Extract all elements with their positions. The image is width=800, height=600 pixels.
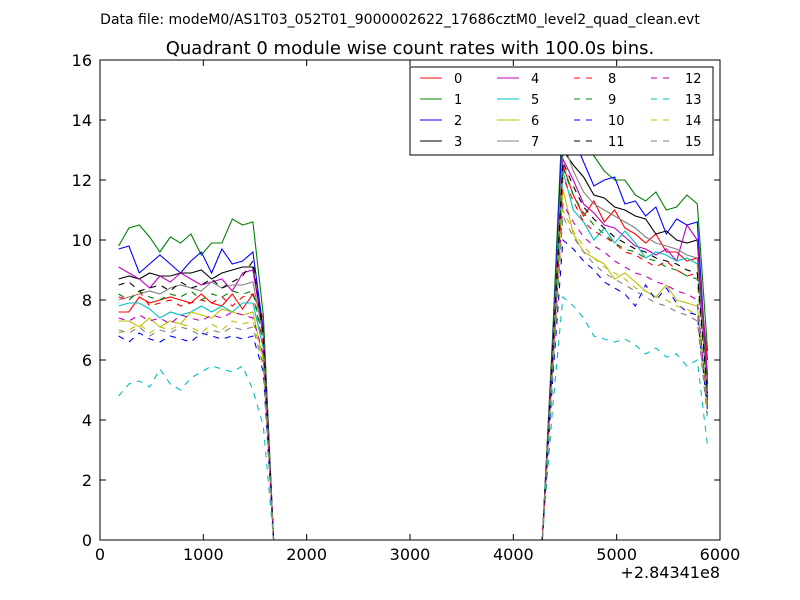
legend-label-15: 15 bbox=[685, 135, 702, 150]
legend-label-8: 8 bbox=[608, 72, 616, 87]
legend-label-5: 5 bbox=[531, 93, 539, 108]
series-line-14 bbox=[118, 207, 709, 541]
y-tick-label: 14 bbox=[72, 111, 92, 130]
legend-label-7: 7 bbox=[531, 135, 539, 150]
y-tick-label: 0 bbox=[82, 531, 92, 550]
chart-suptitle: Data file: modeM0/AS1T03_052T01_90000026… bbox=[100, 12, 700, 28]
legend-label-11: 11 bbox=[608, 135, 625, 150]
x-tick-label: 3000 bbox=[390, 545, 431, 564]
chart-title: Quadrant 0 module wise count rates with … bbox=[166, 38, 655, 59]
y-tick-label: 16 bbox=[72, 51, 92, 70]
series-line-6 bbox=[118, 188, 709, 541]
legend-box bbox=[409, 66, 714, 156]
x-tick-label: 4000 bbox=[493, 545, 534, 564]
x-tick-label: 0 bbox=[95, 545, 105, 564]
y-tick-label: 8 bbox=[82, 291, 92, 310]
legend-label-3: 3 bbox=[454, 135, 462, 150]
x-tick-label: 1000 bbox=[183, 545, 224, 564]
y-tick-label: 4 bbox=[82, 411, 92, 430]
legend-label-14: 14 bbox=[685, 114, 702, 129]
series-line-0 bbox=[118, 164, 709, 541]
y-tick-label: 12 bbox=[72, 171, 92, 190]
series-line-13 bbox=[118, 295, 709, 541]
x-tick-label: 6000 bbox=[700, 545, 741, 564]
y-tick-label: 6 bbox=[82, 351, 92, 370]
x-offset-label: +2.84341e8 bbox=[620, 563, 720, 582]
series-line-7 bbox=[118, 140, 709, 541]
y-tick-label: 10 bbox=[72, 231, 92, 250]
legend-label-12: 12 bbox=[685, 72, 702, 87]
series-line-1 bbox=[118, 103, 709, 541]
legend-label-4: 4 bbox=[531, 72, 539, 87]
plot-frame bbox=[99, 59, 721, 541]
series-line-12 bbox=[118, 202, 709, 541]
series-line-2 bbox=[118, 118, 709, 541]
legend-label-10: 10 bbox=[608, 114, 625, 129]
series-lines bbox=[118, 103, 709, 541]
legend-label-13: 13 bbox=[685, 93, 702, 108]
legend-label-0: 0 bbox=[454, 72, 462, 87]
series-line-9 bbox=[118, 167, 709, 541]
legend-label-1: 1 bbox=[454, 93, 462, 108]
series-line-3 bbox=[118, 148, 709, 541]
x-tick-label: 5000 bbox=[596, 545, 637, 564]
legend-label-9: 9 bbox=[608, 93, 616, 108]
y-tick-label: 2 bbox=[82, 471, 92, 490]
legend-label-2: 2 bbox=[454, 114, 462, 129]
series-line-4 bbox=[118, 156, 709, 541]
legend-label-6: 6 bbox=[531, 114, 539, 129]
series-line-5 bbox=[118, 170, 709, 541]
series-line-10 bbox=[118, 238, 709, 541]
x-tick-label: 2000 bbox=[286, 545, 327, 564]
